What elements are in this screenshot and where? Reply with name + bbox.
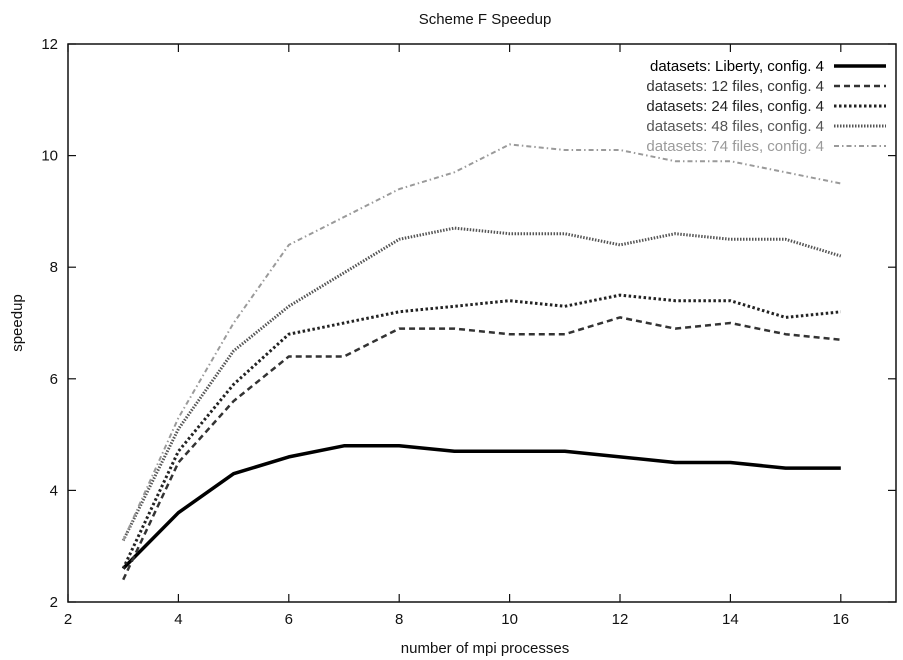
- x-tick-label: 6: [285, 611, 293, 628]
- x-tick-label: 2: [64, 611, 72, 628]
- x-tick-label: 10: [501, 611, 518, 628]
- legend: datasets: Liberty, config. 4 datasets: 12…: [646, 58, 886, 155]
- legend-entry-label: datasets: Liberty, config. 4: [650, 58, 824, 75]
- x-tick-label: 4: [174, 611, 182, 628]
- x-tick-label: 14: [722, 611, 739, 628]
- x-tick-label: 12: [612, 611, 629, 628]
- series-line-3: [121, 293, 841, 570]
- y-tick-label: 10: [41, 148, 58, 165]
- y-tick-label: 6: [50, 371, 58, 388]
- y-tick-label: 2: [50, 594, 58, 611]
- legend-entry-label: datasets: 12 files, config. 4: [646, 78, 824, 95]
- y-axis-label: speedup: [9, 294, 26, 352]
- y-tick-label: 12: [41, 36, 58, 53]
- series-line-2: [122, 316, 841, 581]
- x-tick-label: 16: [832, 611, 849, 628]
- plot-frame: [67, 43, 897, 603]
- series-line-1: [121, 444, 841, 570]
- axis-ticks: 2 4 6 8 10 12 14 16 2 4 6 8 10 12: [41, 36, 896, 628]
- legend-entry-label: datasets: 74 files, config. 4: [646, 138, 824, 155]
- series-layer: [121, 143, 842, 581]
- x-axis-label: number of mpi processes: [401, 640, 569, 657]
- series-line-4: [121, 226, 842, 542]
- x-tick-label: 8: [395, 611, 403, 628]
- y-tick-label: 8: [50, 259, 58, 276]
- chart-title: Scheme F Speedup: [419, 11, 552, 28]
- series-line-5: [122, 143, 841, 542]
- y-tick-label: 4: [50, 482, 58, 499]
- legend-entry-label: datasets: 48 files, config. 4: [646, 118, 824, 135]
- legend-entry-label: datasets: 24 files, config. 4: [646, 98, 824, 115]
